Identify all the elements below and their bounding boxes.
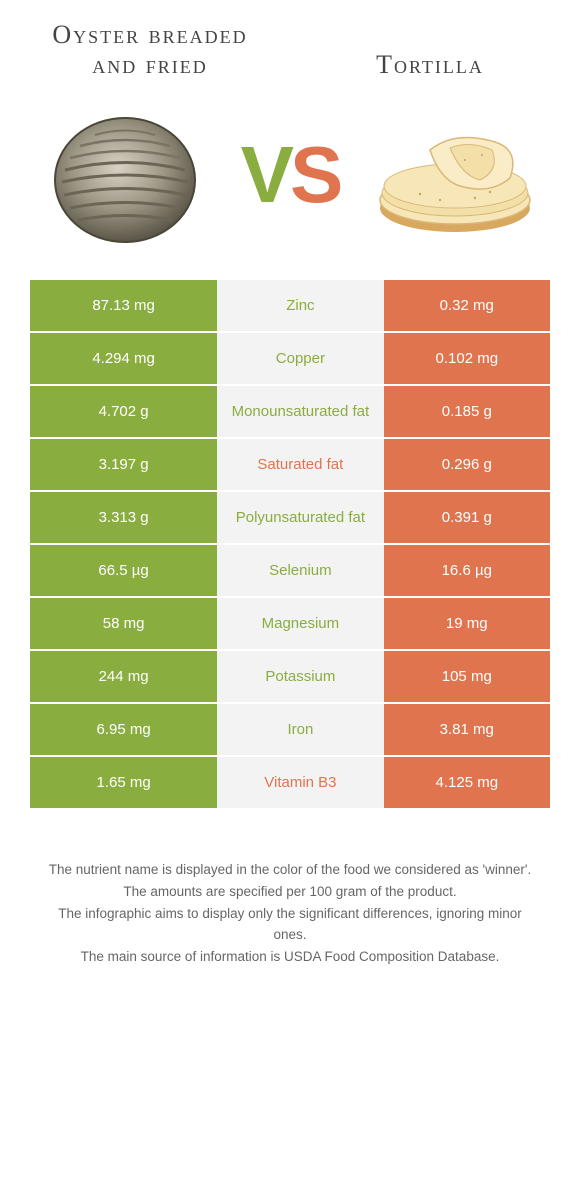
vs-label: VS [241, 135, 340, 215]
table-row: 3.313 gPolyunsaturated fat0.391 g [30, 492, 550, 545]
left-value: 3.197 g [30, 439, 217, 490]
footer-line-2: The amounts are specified per 100 gram o… [40, 882, 540, 902]
right-value: 3.81 mg [384, 704, 550, 755]
header: Oyster breaded and fried Tortilla [30, 20, 550, 90]
table-row: 4.702 gMonounsaturated fat0.185 g [30, 386, 550, 439]
right-value: 4.125 mg [384, 757, 550, 808]
nutrient-table: 87.13 mgZinc0.32 mg4.294 mgCopper0.102 m… [30, 280, 550, 810]
right-value: 16.6 µg [384, 545, 550, 596]
nutrient-label: Iron [217, 704, 383, 755]
footer-line-3: The infographic aims to display only the… [40, 904, 540, 945]
right-value: 19 mg [384, 598, 550, 649]
right-value: 0.102 mg [384, 333, 550, 384]
table-row: 4.294 mgCopper0.102 mg [30, 333, 550, 386]
right-food-title: Tortilla [320, 20, 540, 80]
nutrient-label: Vitamin B3 [217, 757, 383, 808]
footer-notes: The nutrient name is displayed in the co… [30, 810, 550, 967]
left-value: 58 mg [30, 598, 217, 649]
left-value: 244 mg [30, 651, 217, 702]
nutrient-label: Magnesium [217, 598, 383, 649]
left-food-title: Oyster breaded and fried [40, 20, 260, 80]
table-row: 244 mgPotassium105 mg [30, 651, 550, 704]
table-row: 58 mgMagnesium19 mg [30, 598, 550, 651]
table-row: 66.5 µgSelenium16.6 µg [30, 545, 550, 598]
nutrient-label: Monounsaturated fat [217, 386, 383, 437]
footer-line-4: The main source of information is USDA F… [40, 947, 540, 967]
left-value: 4.702 g [30, 386, 217, 437]
right-value: 0.32 mg [384, 280, 550, 331]
nutrient-label: Zinc [217, 280, 383, 331]
vs-v: V [241, 130, 290, 219]
oyster-image [40, 100, 210, 250]
right-value: 0.296 g [384, 439, 550, 490]
hero-row: VS [30, 90, 550, 280]
nutrient-label: Selenium [217, 545, 383, 596]
left-value: 66.5 µg [30, 545, 217, 596]
right-value: 105 mg [384, 651, 550, 702]
nutrient-label: Saturated fat [217, 439, 383, 490]
footer-line-1: The nutrient name is displayed in the co… [40, 860, 540, 880]
left-value: 1.65 mg [30, 757, 217, 808]
left-value: 3.313 g [30, 492, 217, 543]
vs-s: S [290, 130, 339, 219]
left-value: 6.95 mg [30, 704, 217, 755]
table-row: 3.197 gSaturated fat0.296 g [30, 439, 550, 492]
table-row: 1.65 mgVitamin B34.125 mg [30, 757, 550, 810]
tortilla-image [370, 100, 540, 250]
left-value: 4.294 mg [30, 333, 217, 384]
table-row: 87.13 mgZinc0.32 mg [30, 280, 550, 333]
right-value: 0.185 g [384, 386, 550, 437]
left-value: 87.13 mg [30, 280, 217, 331]
right-value: 0.391 g [384, 492, 550, 543]
nutrient-label: Copper [217, 333, 383, 384]
table-row: 6.95 mgIron3.81 mg [30, 704, 550, 757]
nutrient-label: Potassium [217, 651, 383, 702]
nutrient-label: Polyunsaturated fat [217, 492, 383, 543]
